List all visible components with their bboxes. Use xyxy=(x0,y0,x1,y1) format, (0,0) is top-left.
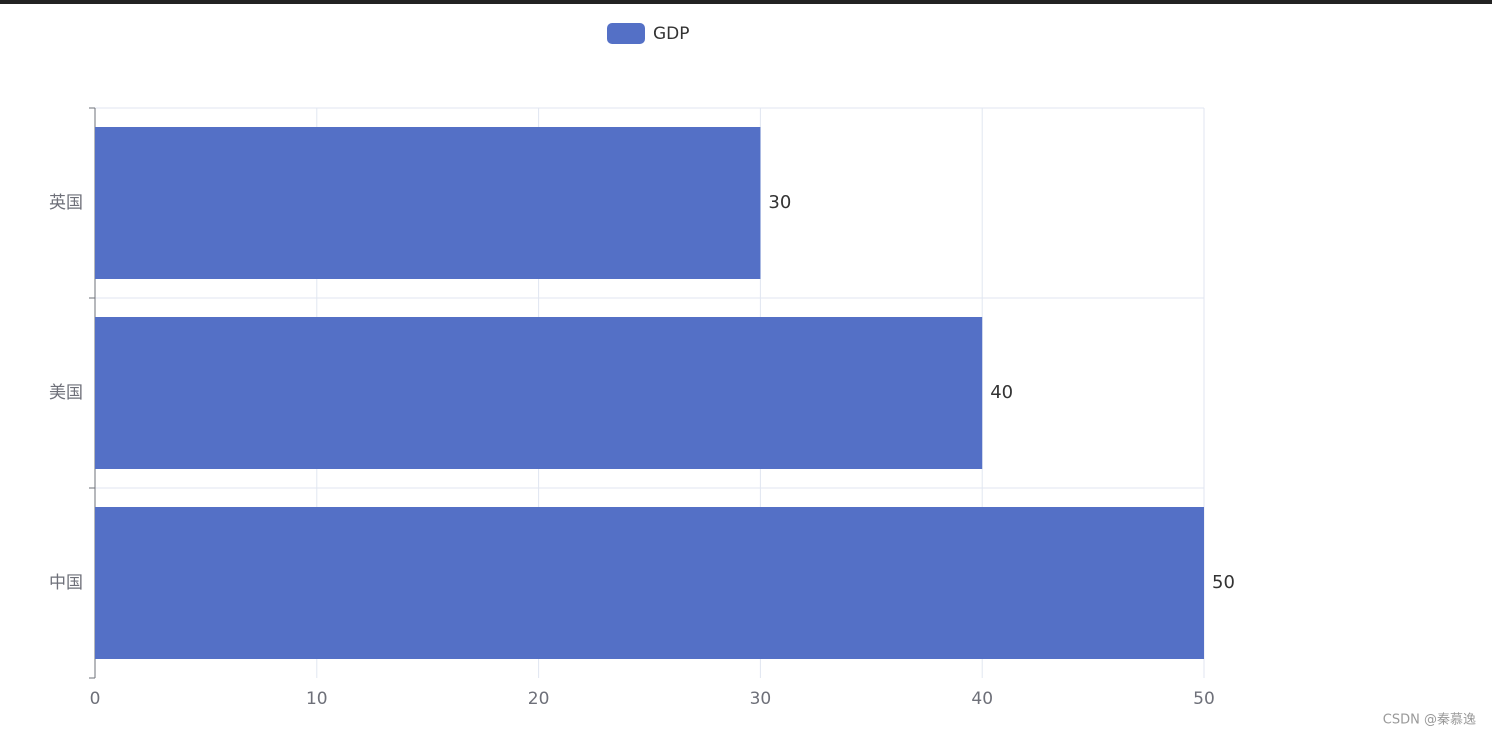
x-tick-label: 0 xyxy=(90,689,101,709)
legend-swatch xyxy=(607,23,645,44)
value-label: 40 xyxy=(990,382,1013,403)
x-tick-label: 40 xyxy=(971,689,993,709)
bar xyxy=(95,127,761,279)
y-tick-label: 美国 xyxy=(49,383,83,403)
watermark: CSDN @秦慕逸 xyxy=(1383,713,1476,728)
y-tick-label: 中国 xyxy=(49,573,83,593)
x-tick-label: 50 xyxy=(1193,689,1215,709)
legend-label: GDP xyxy=(653,24,690,44)
bar xyxy=(95,507,1204,659)
bar xyxy=(95,317,983,469)
top-border xyxy=(0,0,1492,4)
x-tick-label: 30 xyxy=(750,689,772,709)
y-tick-label: 英国 xyxy=(49,193,83,213)
value-label: 50 xyxy=(1212,572,1235,593)
x-tick-label: 20 xyxy=(528,689,550,709)
value-label: 30 xyxy=(768,192,791,213)
x-tick-label: 10 xyxy=(306,689,328,709)
